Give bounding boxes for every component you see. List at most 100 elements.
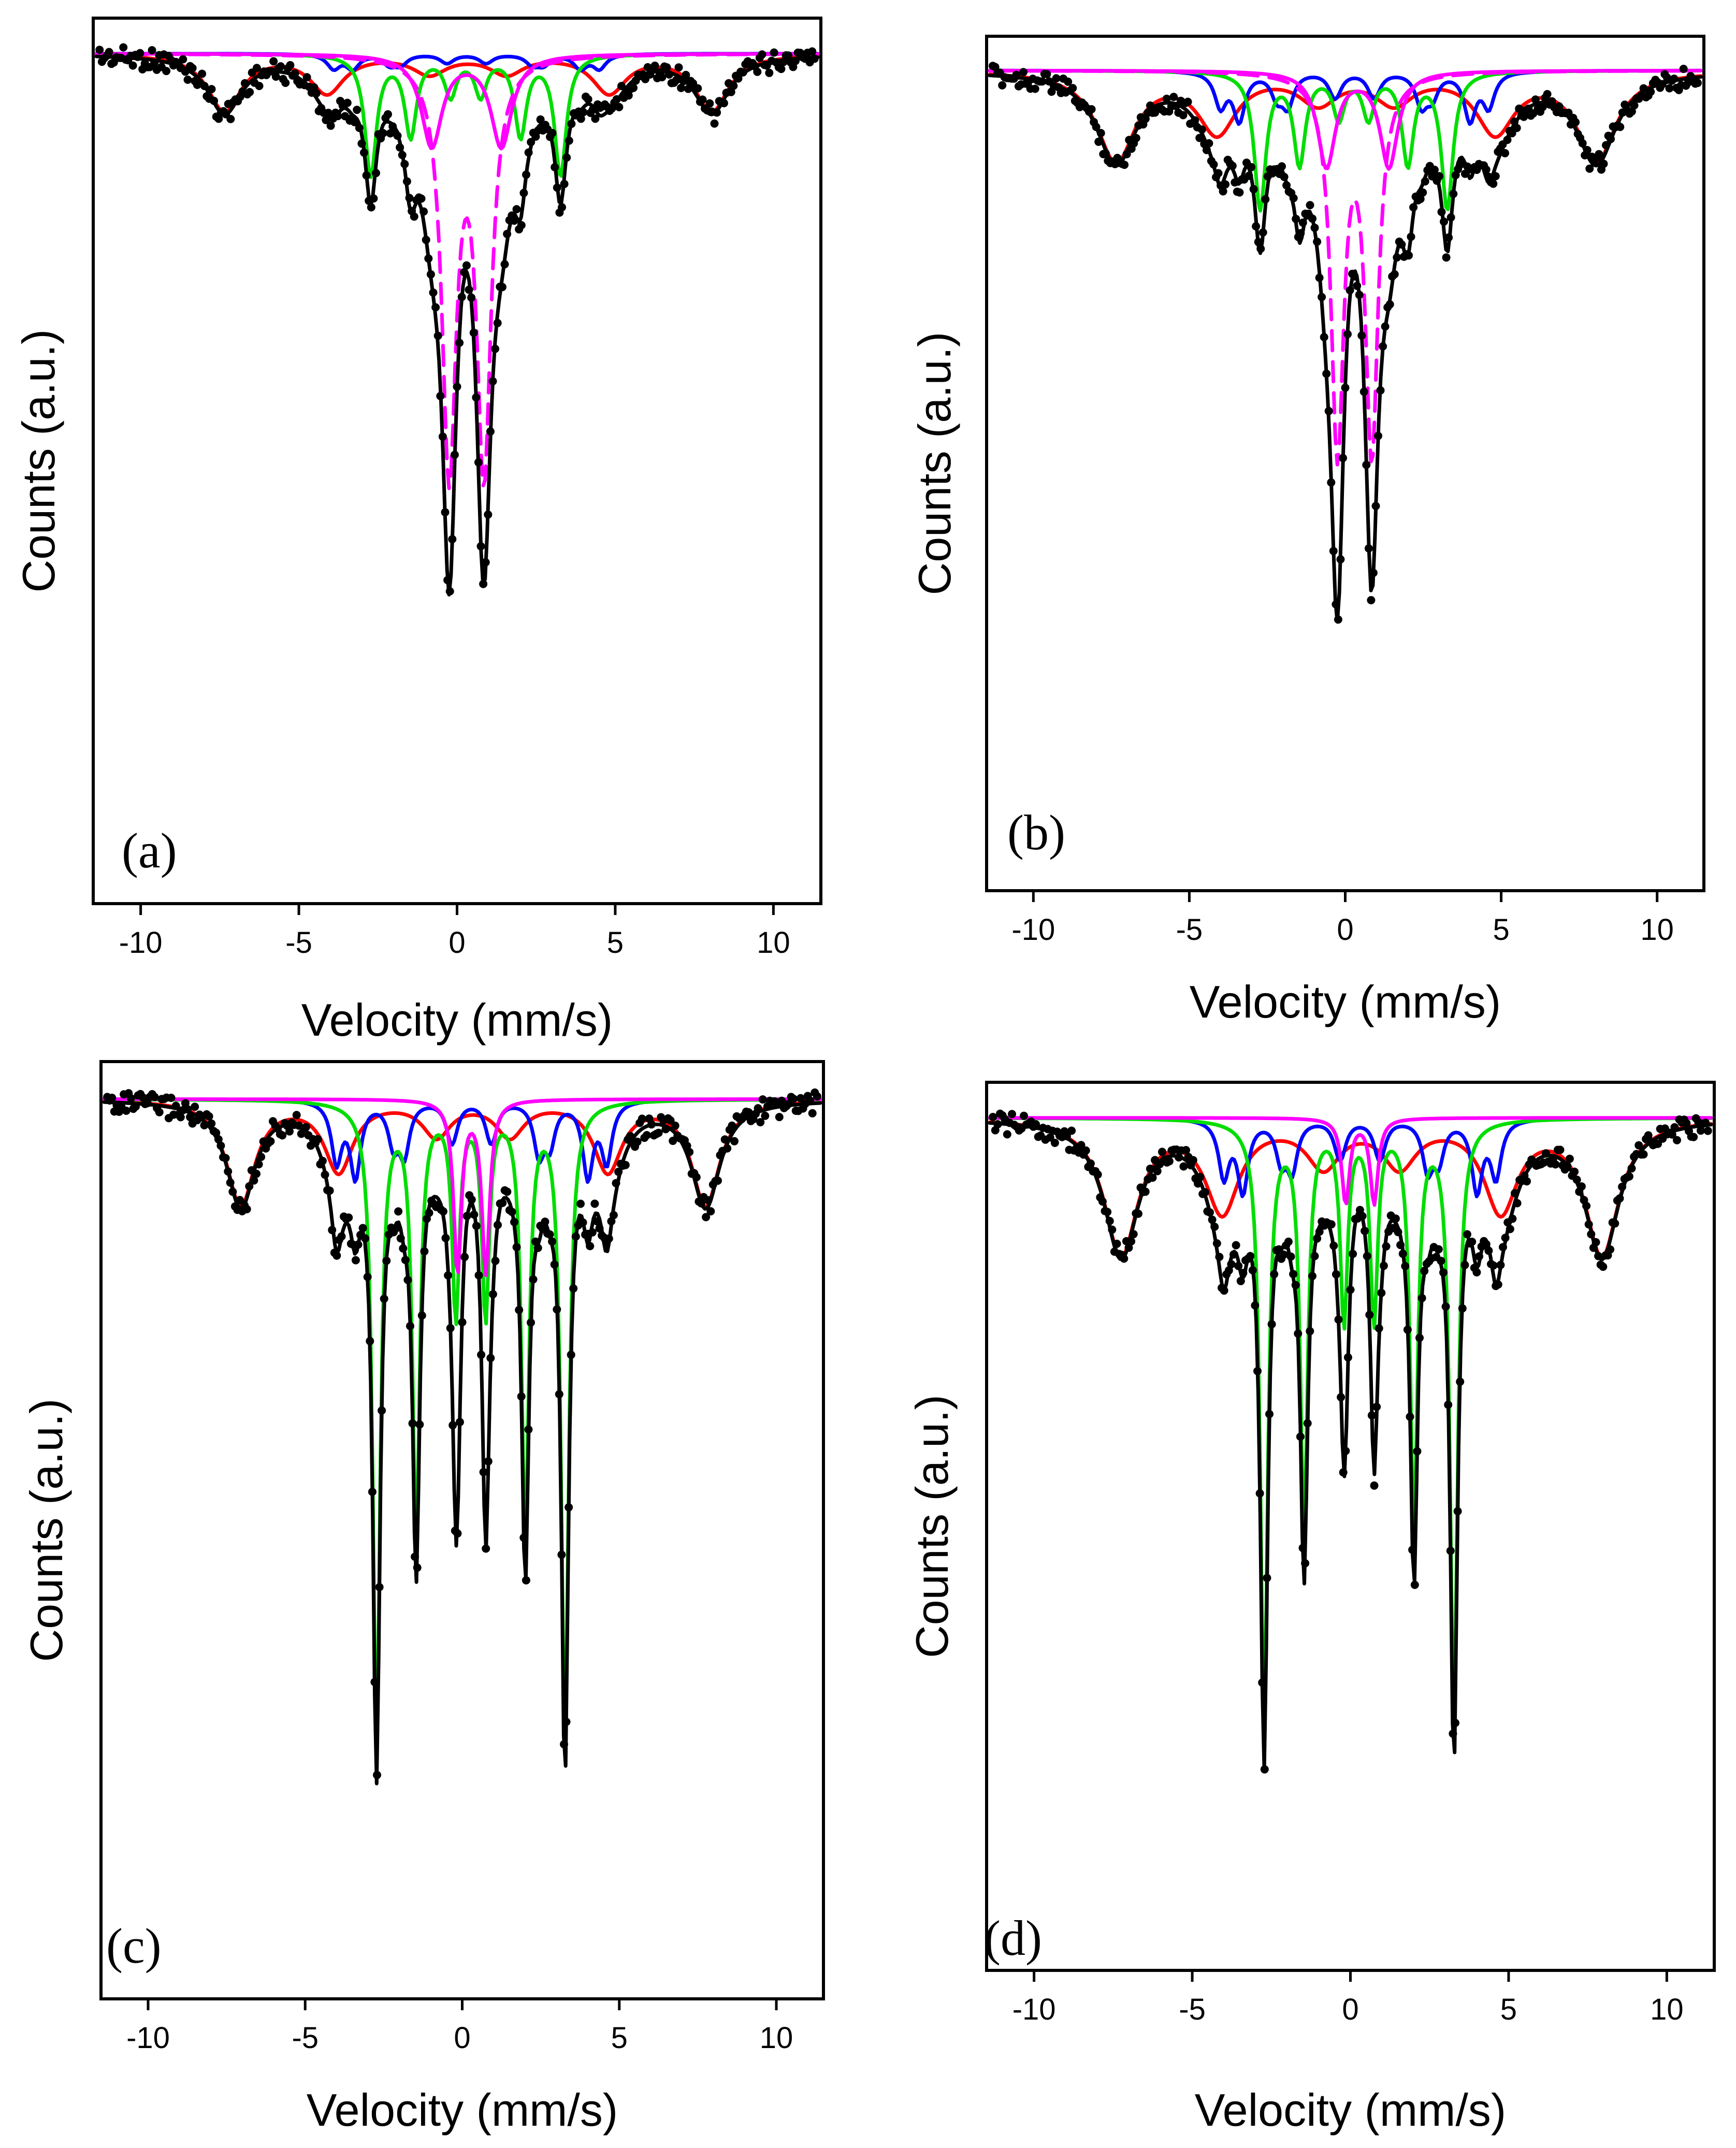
- data-point: [614, 1167, 623, 1176]
- data-point: [1280, 172, 1289, 181]
- data-point: [1361, 1227, 1369, 1235]
- data-point: [1212, 1239, 1221, 1248]
- data-point: [1419, 188, 1427, 197]
- data-point: [1247, 163, 1255, 171]
- data-point: [322, 115, 330, 124]
- data-point: [784, 51, 793, 60]
- data-point: [318, 1156, 327, 1165]
- data-point: [344, 1213, 353, 1222]
- y-axis-label: Counts (a.u.): [21, 1399, 72, 1662]
- data-point: [1376, 386, 1385, 395]
- data-point: [1310, 223, 1319, 232]
- data-point: [647, 1120, 656, 1129]
- x-tick-label: 0: [1342, 1993, 1358, 2026]
- data-point: [486, 427, 495, 436]
- data-point: [1391, 1214, 1400, 1223]
- data-point: [444, 1271, 453, 1280]
- data-point: [424, 254, 433, 263]
- data-point: [555, 1390, 563, 1399]
- data-point: [553, 183, 561, 192]
- data-point: [562, 153, 571, 162]
- data-point: [1296, 1432, 1305, 1441]
- data-point: [236, 1196, 244, 1204]
- data-point: [250, 1176, 258, 1185]
- x-axis-label: Velocity (mm/s): [301, 994, 613, 1046]
- data-point: [1555, 102, 1564, 111]
- data-point: [1306, 1327, 1314, 1336]
- data-point: [1169, 93, 1178, 101]
- data-point: [188, 64, 197, 72]
- data-point: [1362, 460, 1371, 469]
- data-point: [221, 1154, 230, 1163]
- data-point: [328, 1226, 337, 1235]
- data-point: [488, 1290, 497, 1299]
- data-point: [1374, 431, 1382, 440]
- data-point: [1096, 129, 1105, 137]
- data-point: [267, 67, 276, 76]
- x-tick-label: -10: [1012, 1993, 1056, 2026]
- data-point: [727, 88, 735, 96]
- x-tick-label: -5: [1179, 1993, 1206, 2026]
- x-tick-label: -5: [285, 926, 312, 960]
- data-point: [1421, 177, 1429, 186]
- data-point: [1367, 596, 1376, 604]
- data-point: [179, 55, 187, 64]
- data-point: [1098, 1197, 1107, 1206]
- data-point: [419, 207, 428, 216]
- data-point: [388, 122, 397, 131]
- data-point: [1703, 1126, 1712, 1135]
- data-point: [1363, 1252, 1371, 1260]
- data-point: [301, 1123, 310, 1131]
- data-point: [517, 1392, 526, 1401]
- panel-label: (c): [106, 1918, 162, 1973]
- x-tick-label: 0: [1337, 913, 1353, 947]
- data-point: [353, 106, 361, 114]
- data-point: [1599, 1262, 1608, 1271]
- data-point: [1630, 101, 1639, 110]
- data-point: [706, 1207, 715, 1216]
- x-tick-label: 10: [1640, 913, 1674, 947]
- data-point: [155, 1108, 164, 1116]
- data-point: [240, 79, 249, 88]
- data-point: [1313, 237, 1322, 246]
- data-point: [1501, 149, 1509, 157]
- data-point: [354, 1240, 363, 1249]
- data-point: [1182, 1146, 1190, 1154]
- data-point: [1616, 123, 1625, 132]
- data-point: [415, 1420, 424, 1429]
- data-point: [576, 1199, 585, 1208]
- data-point: [1489, 1261, 1498, 1270]
- data-point: [617, 82, 626, 91]
- data-point: [1515, 104, 1524, 113]
- data-point: [436, 391, 445, 400]
- data-point: [439, 1207, 447, 1216]
- data-point: [1189, 1156, 1197, 1165]
- data-point: [1215, 1253, 1224, 1261]
- data-point: [684, 84, 692, 93]
- data-point: [122, 1107, 131, 1115]
- data-point: [1127, 1237, 1136, 1246]
- data-point: [1369, 569, 1378, 577]
- data-point: [1224, 1266, 1233, 1275]
- data-point: [612, 1179, 620, 1187]
- data-point: [1440, 217, 1448, 226]
- data-point: [1341, 1446, 1350, 1455]
- data-point: [993, 1120, 1002, 1129]
- data-point: [576, 114, 585, 123]
- data-point: [1611, 1219, 1619, 1228]
- data-point: [1221, 180, 1230, 189]
- data-point: [1595, 150, 1603, 158]
- data-point: [524, 148, 533, 157]
- data-point: [119, 43, 128, 52]
- data-point: [132, 1102, 140, 1111]
- data-point: [1220, 1286, 1228, 1295]
- data-point: [1458, 1304, 1467, 1313]
- x-axis-label: Velocity (mm/s): [307, 2084, 618, 2136]
- data-point: [609, 1211, 618, 1220]
- data-point: [1332, 1270, 1340, 1279]
- data-point: [500, 260, 509, 269]
- data-point: [1541, 1149, 1550, 1158]
- data-point: [1208, 1215, 1217, 1224]
- data-point: [332, 1251, 341, 1260]
- data-point: [1441, 1302, 1450, 1311]
